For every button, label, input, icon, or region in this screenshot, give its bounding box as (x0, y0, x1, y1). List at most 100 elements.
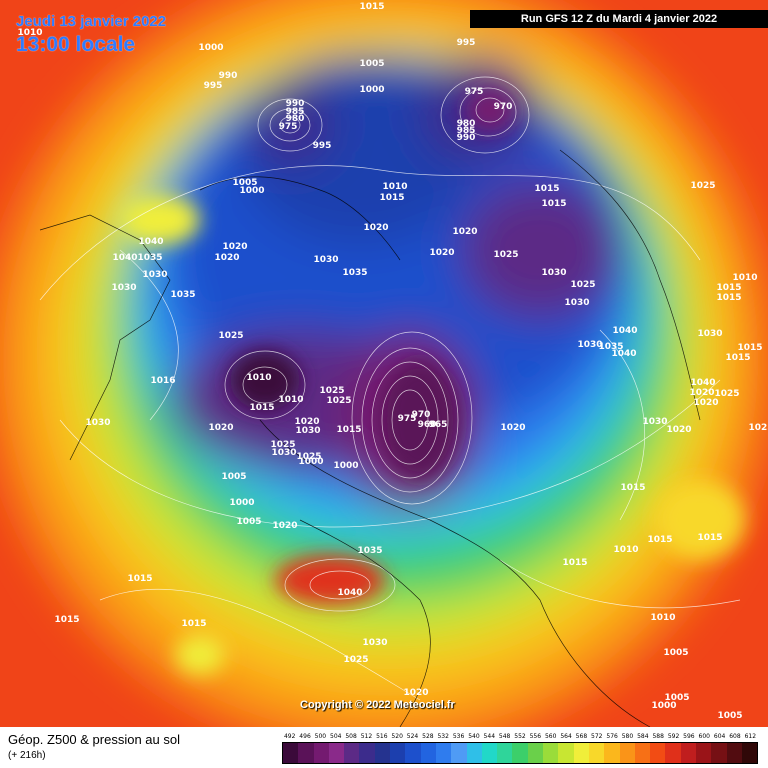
legend-swatch (420, 743, 436, 763)
legend-swatch (405, 743, 421, 763)
isobar-label: 1030 (697, 329, 722, 339)
legend-value: 564 (560, 733, 572, 740)
isobar-label: 1030 (85, 418, 110, 428)
isobar-label: 1035 (598, 342, 623, 352)
isobar-label: 1000 (333, 461, 358, 471)
legend-value: 504 (330, 733, 342, 740)
isobar-label: 1020 (693, 398, 718, 408)
legend-swatch (696, 743, 712, 763)
legend-swatch (344, 743, 360, 763)
isobar-label: 1000 (198, 43, 223, 53)
legend-swatch (634, 743, 651, 763)
isobar-label: 1005 (359, 59, 384, 69)
isobar-label: 1015 (534, 184, 559, 194)
legend-value: 536 (452, 733, 465, 740)
isobar-label: 1030 (642, 417, 667, 427)
isobar-label: 1020 (294, 417, 319, 427)
isobar-label: 1010 (613, 545, 638, 555)
legend-swatch (726, 743, 742, 763)
isobar-label: 1010 (17, 28, 42, 38)
legend-swatch (451, 743, 467, 763)
legend-swatch (298, 743, 314, 763)
isobar-label: 1000 (651, 701, 676, 711)
legend-value: 584 (637, 733, 649, 740)
legend-swatch (328, 743, 345, 763)
isobar-label: 1000 (359, 85, 384, 95)
legend-value: 532 (437, 733, 449, 740)
isobar-label: 1025 (270, 440, 295, 450)
isobar-label: 975 (279, 122, 298, 132)
coastlines (39, 149, 701, 727)
isobar-label: 1020 (689, 388, 714, 398)
isobar-label: 970 (412, 410, 431, 420)
isobar-label: 1025 (296, 452, 321, 462)
legend-swatch (512, 743, 528, 763)
isobar-label: 1030 (271, 448, 296, 458)
legend-swatch (588, 743, 605, 763)
field-cores (120, 88, 745, 675)
isobar-label: 1025 (218, 331, 243, 341)
legend-swatch (466, 743, 482, 763)
legend-value: 520 (391, 733, 403, 740)
isobar-label: 1020 (214, 253, 239, 263)
legend-value: 604 (713, 733, 726, 740)
isobar-label: 1030 (541, 268, 566, 278)
isobar-label: 1035 (342, 268, 367, 278)
legend-value: 552 (514, 733, 526, 740)
legend-value: 568 (575, 733, 588, 740)
isobar-label: 1040 (337, 588, 362, 598)
isobar-label: 1015 (249, 403, 274, 413)
legend-swatch (558, 743, 574, 763)
legend-value: 548 (498, 733, 511, 740)
isobar-label: 1015 (716, 283, 741, 293)
isobar-label: 1005 (221, 472, 246, 482)
isobar-label: 1020 (363, 223, 388, 233)
isobar-label: 1035 (170, 290, 195, 300)
isobar-label: 1010 (650, 613, 675, 623)
isobar-label: 1040 (612, 326, 637, 336)
legend-value: 572 (591, 733, 603, 740)
legend-value: 516 (376, 733, 388, 740)
isobar-label: 1005 (236, 517, 261, 527)
isobar-label: 975 (465, 87, 484, 97)
legend-swatch (359, 743, 375, 763)
isobar-label: 1030 (142, 270, 167, 280)
isobar-label: 1015 (127, 574, 152, 584)
isobar-label: 1015 (716, 293, 741, 303)
isobar-label: 1020 (666, 425, 691, 435)
legend-value: 608 (729, 733, 741, 740)
isobar-label: 1000 (229, 498, 254, 508)
isobar-label: 995 (204, 81, 223, 91)
isobar-label: 1030 (564, 298, 589, 308)
isobar-label: 1005 (663, 648, 688, 658)
isobar-label: 1015 (54, 615, 79, 625)
isobar-label: 1015 (541, 199, 566, 209)
isobar-label: 1015 (725, 353, 750, 363)
isobar-label: 1030 (362, 638, 387, 648)
map-footer: Géop. Z500 & pression au sol (+ 216h) 49… (0, 727, 768, 768)
legend-value: 612 (744, 733, 757, 740)
isobar-label: 1005 (717, 711, 742, 721)
isobar-label: 1015 (379, 193, 404, 203)
isobar-label: 990 (286, 99, 305, 109)
isobar-label: 1040 (138, 237, 163, 247)
isobar-label: 1020 (429, 248, 454, 258)
isobar-label: 1010 (246, 373, 271, 383)
legend-swatch (741, 743, 758, 763)
legend-value: 508 (345, 733, 357, 740)
legend-value: 580 (621, 733, 634, 740)
legend-value: 524 (406, 733, 419, 740)
legend-swatch (390, 743, 406, 763)
model-run-label: Run GFS 12 Z du Mardi 4 janvier 2022 (470, 10, 768, 28)
isobar-label: 1015 (359, 2, 384, 12)
isobar-label: 985 (457, 126, 476, 136)
isobar-label: 1010 (382, 182, 407, 192)
copyright-notice: Copyright © 2022 Meteociel.fr (300, 699, 455, 711)
isobar-label: 1025 (714, 389, 739, 399)
isobar-label: 990 (219, 71, 238, 81)
isobar-label: 1000 (298, 457, 323, 467)
isobar-label: 980 (286, 114, 305, 124)
legend-scale-labels: 492 496 500 504 508 512 516 520 524 528 532 536 540 5… (282, 733, 758, 743)
